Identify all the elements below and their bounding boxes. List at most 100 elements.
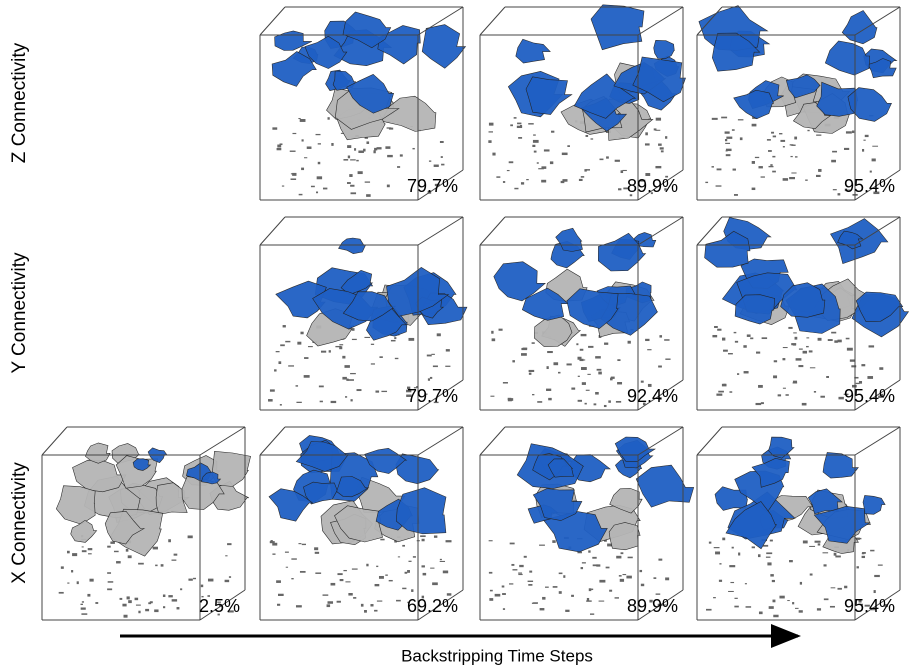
speck	[346, 379, 348, 381]
speck	[342, 356, 345, 359]
speck	[514, 188, 518, 189]
speck	[772, 600, 775, 603]
blob	[735, 295, 775, 324]
speck	[344, 365, 349, 368]
speck	[375, 584, 380, 586]
speck	[374, 610, 377, 612]
speck	[798, 365, 803, 367]
speck	[171, 560, 176, 561]
speck	[509, 583, 513, 584]
speck	[547, 351, 553, 353]
speck	[831, 160, 836, 163]
speck	[370, 604, 373, 606]
speck	[292, 133, 296, 134]
speck	[767, 139, 771, 141]
speck	[818, 169, 821, 172]
axis-label: Backstripping Time Steps	[401, 646, 593, 665]
row-label: Y Connectivity	[9, 252, 30, 374]
blob	[848, 88, 892, 122]
speck	[345, 396, 347, 398]
speck	[271, 540, 273, 542]
percentage: 79.7%	[407, 386, 458, 406]
speck	[136, 605, 141, 606]
speck	[366, 141, 369, 144]
speck	[790, 156, 792, 157]
speck	[434, 165, 439, 167]
speck	[347, 182, 351, 184]
speck	[656, 118, 661, 121]
speck	[385, 575, 388, 576]
speck	[586, 600, 592, 601]
speck	[433, 365, 438, 367]
speck	[589, 588, 592, 591]
speck	[664, 339, 669, 341]
speck	[364, 337, 370, 338]
speck	[706, 609, 712, 611]
speck	[443, 571, 448, 574]
speck	[351, 192, 357, 194]
speck	[559, 573, 563, 575]
speck	[752, 161, 755, 164]
speck	[337, 573, 342, 575]
speck	[432, 582, 438, 585]
speck	[168, 539, 171, 542]
speck	[786, 394, 789, 396]
speck	[606, 567, 610, 569]
speck	[508, 398, 512, 400]
speck	[723, 350, 728, 352]
speck	[878, 565, 883, 566]
speck	[712, 118, 718, 120]
speck	[728, 353, 733, 354]
speck	[552, 540, 555, 543]
speck	[529, 370, 535, 372]
percentage: 95.4%	[844, 176, 895, 196]
speck	[658, 559, 662, 561]
speck	[272, 553, 275, 554]
speck	[321, 351, 326, 353]
speck	[726, 149, 732, 151]
speck	[718, 391, 724, 393]
speck	[591, 138, 594, 139]
speck	[850, 359, 855, 361]
speck	[126, 549, 129, 552]
speck	[726, 137, 732, 139]
speck	[831, 332, 836, 334]
speck	[567, 363, 572, 365]
speck	[379, 356, 382, 358]
speck	[208, 579, 213, 582]
speck	[440, 561, 445, 562]
speck	[579, 179, 583, 181]
speck	[809, 546, 815, 547]
speck	[721, 117, 727, 119]
speck	[400, 154, 403, 156]
speck	[621, 552, 624, 554]
speck	[352, 568, 358, 569]
speck	[805, 180, 808, 181]
cube-edge	[42, 427, 67, 455]
speck	[277, 148, 282, 150]
speck	[292, 173, 296, 176]
speck	[833, 189, 837, 190]
speck	[738, 119, 744, 120]
speck	[87, 594, 90, 597]
speck	[719, 563, 721, 564]
speck	[859, 538, 861, 539]
speck	[830, 606, 835, 608]
speck	[356, 160, 358, 161]
cube-edge	[260, 217, 285, 245]
speck	[628, 557, 633, 559]
speck	[770, 574, 773, 576]
speck	[645, 339, 649, 341]
speck	[274, 369, 276, 371]
speck	[422, 539, 425, 541]
speck	[730, 582, 734, 583]
speck	[352, 328, 355, 331]
speck	[818, 543, 821, 545]
speck	[491, 331, 493, 334]
speck	[518, 137, 522, 139]
speck	[124, 615, 128, 618]
speck	[107, 572, 111, 574]
speck	[579, 359, 583, 361]
cube-edge	[638, 427, 683, 455]
speck	[826, 376, 829, 378]
